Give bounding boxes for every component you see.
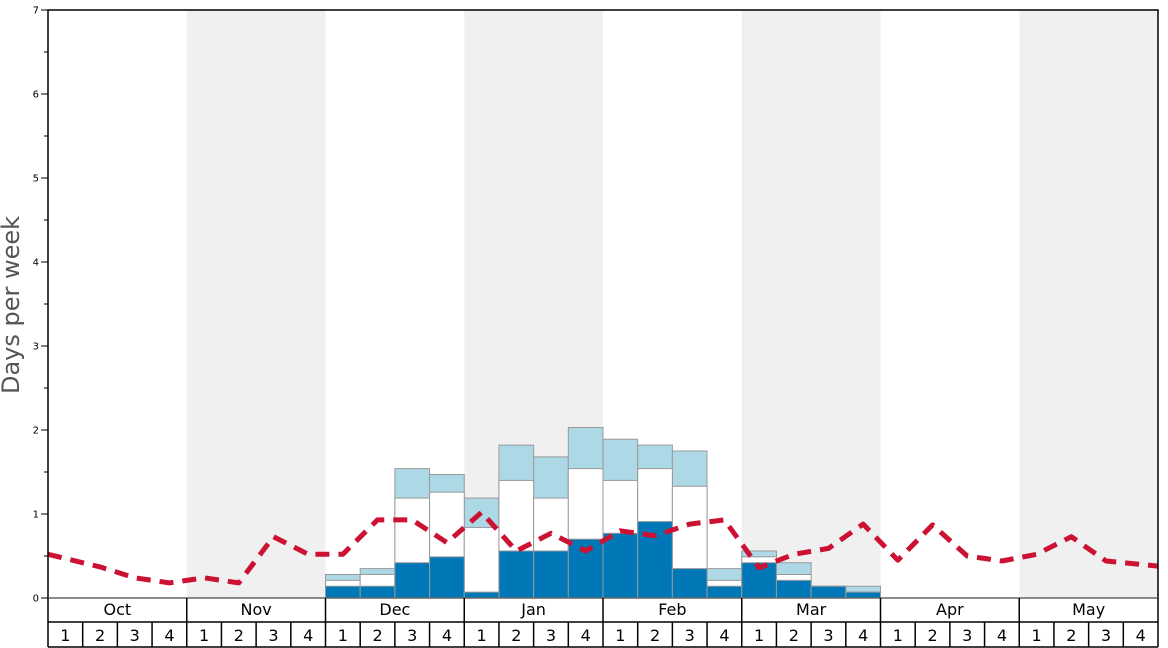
y-tick-label: 4 (33, 258, 39, 269)
y-tick-label: 2 (33, 426, 39, 437)
month-label-apr: Apr (936, 600, 964, 619)
week-label: 2 (95, 626, 105, 645)
y-tick-label: 3 (33, 342, 39, 353)
month-label-feb: Feb (658, 600, 686, 619)
y-tick-label: 7 (33, 6, 39, 17)
week-label: 4 (164, 626, 174, 645)
week-label: 4 (581, 626, 591, 645)
week-label: 1 (615, 626, 625, 645)
week-label: 3 (268, 626, 278, 645)
bar-dark-10 (394, 562, 431, 599)
week-label: 2 (234, 626, 244, 645)
line-series (47, 509, 1159, 586)
week-label: 3 (130, 626, 140, 645)
week-label: 2 (372, 626, 382, 645)
week-label: 3 (685, 626, 695, 645)
y-axis-label: Days per week (0, 216, 25, 394)
week-label: 4 (997, 626, 1007, 645)
month-shade-mar (741, 10, 881, 598)
week-label: 4 (1136, 626, 1146, 645)
bar-dark-12 (463, 591, 500, 599)
bar-dark-21 (775, 579, 812, 599)
bar-dark-11 (429, 556, 465, 599)
bar-dark-15 (567, 538, 604, 599)
week-label: 1 (477, 626, 487, 645)
bar-dark-9 (359, 585, 396, 599)
bar-dark-8 (325, 585, 361, 599)
bar-dark-16 (602, 532, 639, 599)
bar-mid-12 (463, 526, 500, 599)
y-tick-label: 6 (33, 90, 39, 101)
week-label: 1 (1032, 626, 1042, 645)
month-shade-may (1019, 10, 1158, 598)
week-label: 1 (199, 626, 209, 645)
line-layer (47, 509, 1159, 586)
y-tick-label: 0 (33, 594, 39, 605)
week-label: 2 (511, 626, 521, 645)
month-label-nov: Nov (241, 600, 272, 619)
month-shade-nov (186, 10, 326, 598)
y-tick-label: 5 (33, 174, 39, 185)
bar-dark-13 (498, 550, 535, 599)
axes-layer (41, 9, 1159, 648)
y-tick-label: 1 (33, 510, 39, 521)
week-label: 1 (754, 626, 764, 645)
month-label-may: May (1072, 600, 1105, 619)
week-label: 2 (1066, 626, 1076, 645)
month-label-oct: Oct (104, 600, 132, 619)
bar-dark-19 (706, 585, 743, 599)
week-label: 4 (858, 626, 868, 645)
week-label: 3 (546, 626, 556, 645)
week-label: 3 (823, 626, 833, 645)
week-label: 3 (407, 626, 417, 645)
week-label: 1 (338, 626, 348, 645)
week-label: 2 (927, 626, 937, 645)
week-label: 3 (1101, 626, 1111, 645)
week-label: 4 (442, 626, 452, 645)
week-label: 2 (650, 626, 660, 645)
labels-layer: 0 1 2 3 4 5 6 7 Oct Nov Dec Jan Feb Mar Apr May 1 2 3 4 1 2 3 4… (33, 6, 1146, 646)
bars-layer (325, 426, 881, 599)
week-label: 2 (789, 626, 799, 645)
week-label: 1 (60, 626, 70, 645)
week-label: 1 (893, 626, 903, 645)
month-label-mar: Mar (796, 600, 827, 619)
bar-dark-22 (810, 585, 847, 599)
week-label: 4 (719, 626, 729, 645)
bar-dark-18 (671, 568, 708, 599)
month-shading-layer (186, 10, 1158, 598)
bar-dark-14 (533, 550, 569, 599)
month-label-dec: Dec (379, 600, 410, 619)
bar-dark-23 (845, 591, 881, 599)
month-label-jan: Jan (520, 600, 546, 619)
week-label: 3 (962, 626, 972, 645)
week-label: 4 (303, 626, 313, 645)
